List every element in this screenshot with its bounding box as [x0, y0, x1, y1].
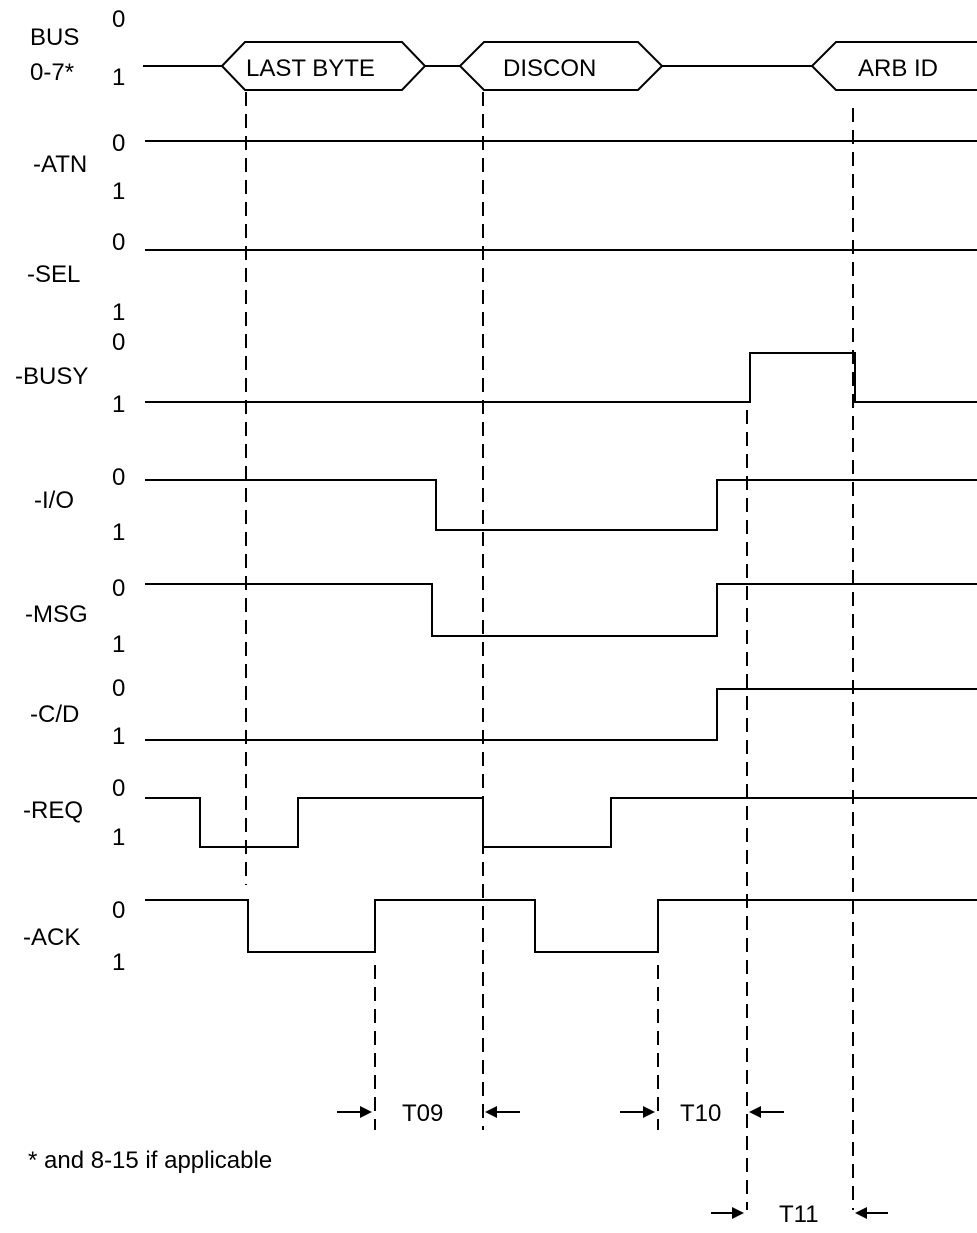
timing-markers: T09 T10 T11: [337, 1100, 888, 1228]
level-label-ack-0: 0: [112, 897, 125, 924]
t10-right-arrowhead: [749, 1106, 761, 1118]
signal-label-atn: -ATN: [33, 151, 87, 178]
timing-label-t11: T11: [779, 1201, 819, 1228]
waveform-msg: [145, 583, 977, 637]
t09-left-arrowhead: [360, 1106, 372, 1118]
waveform-busy: [145, 352, 977, 403]
signal-label-msg: -MSG: [25, 601, 88, 628]
t11-left-arrowhead: [732, 1207, 744, 1219]
bus-phase-label-last-byte: LAST BYTE: [246, 55, 375, 82]
level-labels: 0 1 0 1 0 1 0 1 0 1 0 1 0 1 0 1 0 1: [112, 6, 125, 976]
t11-right-arrowhead: [855, 1207, 867, 1219]
signal-label-bus: BUS: [30, 24, 79, 51]
waveforms: [145, 140, 977, 953]
bus-phase-label-discon: DISCON: [503, 55, 596, 82]
waveform-cd: [145, 688, 977, 741]
level-label-io-1: 1: [112, 519, 125, 546]
signal-label-io: -I/O: [34, 487, 74, 514]
timing-label-t09: T09: [402, 1100, 443, 1127]
level-label-atn-0: 0: [112, 130, 125, 157]
signal-labels: BUS 0-7* -ATN -SEL -BUSY -I/O -MSG -C/D …: [15, 24, 88, 951]
bus-waveform: LAST BYTE DISCON ARB ID: [143, 41, 977, 91]
t10-left-arrowhead: [643, 1106, 655, 1118]
level-label-sel-0: 0: [112, 229, 125, 256]
bus-phase-label-arb-id: ARB ID: [858, 55, 938, 82]
signal-label-sel: -SEL: [27, 261, 80, 288]
signal-label-bus-2: 0-7*: [30, 59, 74, 86]
waveform-ack: [145, 899, 977, 953]
level-label-req-1: 1: [112, 824, 125, 851]
signal-label-req: -REQ: [23, 797, 83, 824]
footnote: * and 8-15 if applicable: [28, 1147, 272, 1174]
bus-phase-arb-id: [810, 41, 977, 91]
signal-label-busy: -BUSY: [15, 363, 88, 390]
t09-right-arrowhead: [485, 1106, 497, 1118]
timing-label-t10: T10: [680, 1100, 721, 1127]
signal-label-cd: -C/D: [30, 701, 79, 728]
level-label-cd-0: 0: [112, 675, 125, 702]
level-label-ack-1: 1: [112, 949, 125, 976]
level-label-bus-0: 0: [112, 6, 125, 33]
level-label-req-0: 0: [112, 775, 125, 802]
level-label-io-0: 0: [112, 464, 125, 491]
level-label-cd-1: 1: [112, 723, 125, 750]
signal-label-ack: -ACK: [23, 924, 80, 951]
level-label-sel-1: 1: [112, 299, 125, 326]
waveform-req: [145, 797, 977, 848]
level-label-msg-1: 1: [112, 631, 125, 658]
level-label-msg-0: 0: [112, 575, 125, 602]
level-label-bus-1: 1: [112, 64, 125, 91]
level-label-busy-0: 0: [112, 329, 125, 356]
level-label-atn-1: 1: [112, 178, 125, 205]
waveform-io: [145, 479, 977, 531]
level-label-busy-1: 1: [112, 391, 125, 418]
reference-lines: [245, 92, 854, 1210]
signal-label-bus-line1: BUS: [30, 24, 79, 51]
signal-label-bus-line2: 0-7*: [30, 59, 74, 86]
